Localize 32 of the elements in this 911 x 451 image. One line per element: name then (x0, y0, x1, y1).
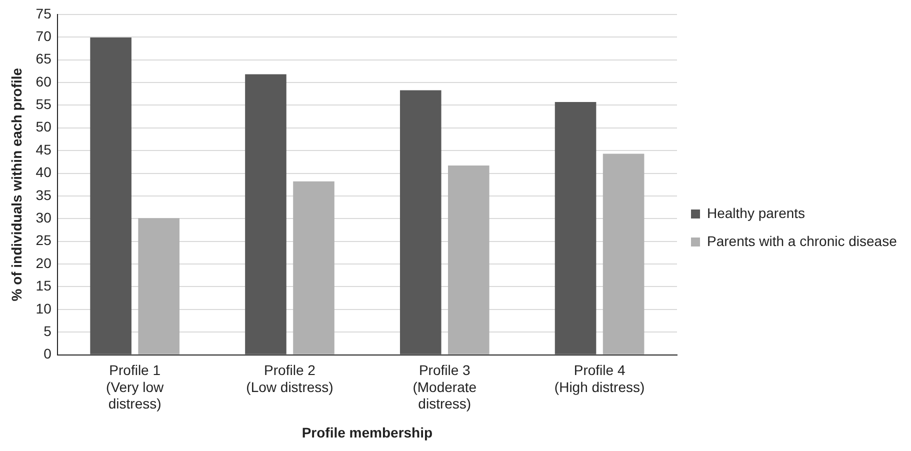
y-tick-label: 35 (36, 186, 52, 203)
y-tick-label: 10 (36, 300, 52, 316)
x-tick-label: Profile 3 (Moderate distress) (412, 362, 477, 412)
bar (400, 90, 442, 354)
x-axis-title: Profile membership (302, 424, 433, 440)
x-tick-label: Profile 1 (Very low distress) (106, 362, 164, 412)
y-tick-label: 45 (36, 141, 52, 158)
legend-label: Parents with a chronic disease (707, 232, 898, 249)
y-tick-label: 5 (44, 322, 52, 339)
bar (554, 102, 596, 354)
y-tick-label: 20 (36, 254, 52, 271)
y-tick-label: 75 (36, 5, 52, 22)
y-tick-label: 15 (36, 278, 52, 294)
y-tick-label: 25 (36, 232, 52, 248)
y-tick-label: 70 (36, 28, 52, 44)
y-tick-label: 50 (36, 118, 52, 135)
bar (293, 181, 334, 354)
bar (448, 166, 490, 354)
x-tick-label: Profile 2 (Low distress) (246, 362, 334, 395)
y-tick-label: 65 (36, 50, 52, 67)
bar (138, 218, 180, 354)
y-axis-title: % of individuals within each profile (8, 68, 24, 302)
y-tick-label: 55 (36, 96, 52, 112)
bar (245, 74, 286, 354)
y-tick-label: 60 (36, 73, 52, 90)
y-tick-label: 40 (36, 164, 52, 180)
legend-label: Healthy parents (707, 204, 806, 221)
bar (90, 38, 132, 354)
x-tick-label: Profile 4 (High distress) (554, 362, 645, 395)
y-tick-label: 30 (36, 210, 52, 226)
y-tick-label: 0 (44, 346, 52, 362)
bar (602, 154, 644, 354)
